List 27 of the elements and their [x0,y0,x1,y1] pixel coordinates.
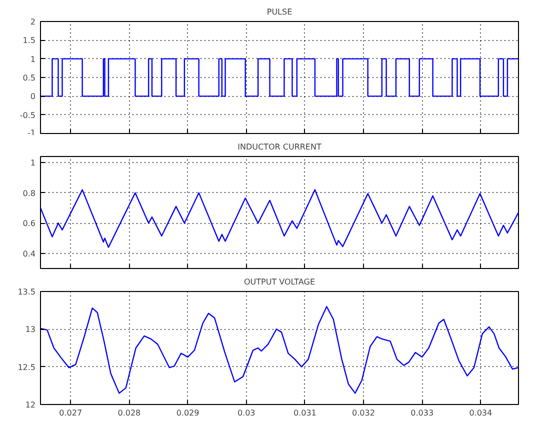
x-tick-label: 0.027 [59,408,82,418]
y-tick-label: 0.5 [22,74,36,82]
x-tick-label: 0.033 [410,408,434,418]
y-tick-label: 1 [30,158,36,168]
line-series [40,306,518,394]
x-tick-label: 0.034 [469,408,492,418]
y-tick-label: 13.5 [18,288,36,296]
x-tick-label: 0.029 [176,408,200,418]
y-tick-label: 1.5 [22,36,36,46]
chart-title: INDUCTOR CURRENT [238,142,322,152]
x-tick-label: 0.031 [293,408,316,418]
y-tick-label: 13 [25,325,36,334]
y-tick-label: -0.5 [20,110,36,120]
y-tick-label: 12 [25,400,36,410]
chart-title: PULSE [266,8,292,16]
y-tick-label: 1 [30,54,36,64]
y-tick-label: 0.4 [22,249,36,258]
y-tick-label: 12.5 [18,362,36,372]
y-tick-label: 0.8 [22,188,36,198]
y-tick-label: 2 [30,18,36,26]
x-tick-label: 0.03 [237,408,256,418]
line-series [40,189,518,248]
chart-title: OUTPUT VOLTAGE [244,278,315,286]
x-tick-label: 0.028 [118,408,141,418]
y-tick-label: 0.6 [22,219,36,228]
y-tick-label: 0 [30,92,36,102]
x-tick-label: 0.032 [352,408,375,418]
